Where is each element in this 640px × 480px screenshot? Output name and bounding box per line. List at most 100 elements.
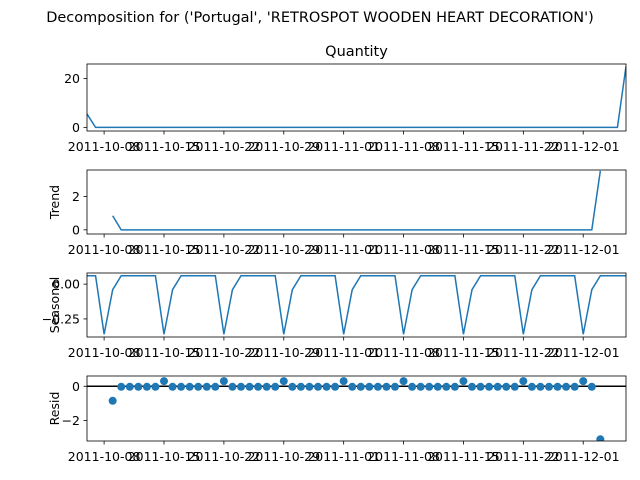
resid-point xyxy=(468,382,476,391)
x-tick-label: 2011-11-01 xyxy=(307,139,380,154)
y-tick-label: 20 xyxy=(64,71,80,86)
x-tick-label: 2011-11-15 xyxy=(427,449,500,464)
resid-point xyxy=(228,382,237,391)
y-tick-label: −2 xyxy=(62,413,80,428)
x-tick-label: 2011-10-29 xyxy=(247,139,320,154)
resid-point xyxy=(459,377,468,386)
resid-point xyxy=(416,382,425,391)
resid-point xyxy=(373,382,382,391)
y-axis-label: Trend xyxy=(47,185,62,220)
y-tick-label: 0.00 xyxy=(52,277,80,292)
x-tick-label: 2011-10-29 xyxy=(247,242,320,257)
x-tick-label: 2011-10-22 xyxy=(188,242,261,257)
x-tick-label: 2011-10-22 xyxy=(188,345,261,360)
x-tick-label: 2011-11-08 xyxy=(367,449,440,464)
y-tick-label: 2 xyxy=(72,189,80,204)
y-axis-label: Seasonal xyxy=(47,277,62,334)
resid-point xyxy=(493,382,502,391)
resid-point xyxy=(519,377,528,386)
x-tick-label: 2011-10-08 xyxy=(68,139,141,154)
resid-point xyxy=(125,382,134,391)
resid-point xyxy=(219,377,228,386)
resid-point xyxy=(296,382,305,391)
x-tick-label: 2011-12-01 xyxy=(547,242,620,257)
resid-point xyxy=(425,382,434,391)
axes-frame xyxy=(86,169,627,235)
resid-point xyxy=(570,382,579,391)
quantity-panel: Quantity0202011-10-082011-10-152011-10-2… xyxy=(64,44,627,154)
resid-point xyxy=(433,382,442,391)
resid-point xyxy=(339,377,348,386)
x-tick-label: 2011-11-15 xyxy=(427,242,500,257)
resid-panel: 0 −2 2011-10-082011-10-152011-10-222011-10… xyxy=(47,375,627,464)
x-tick-label: 2011-10-29 xyxy=(247,345,320,360)
x-tick-label: 2011-10-08 xyxy=(68,449,141,464)
axes-frame xyxy=(86,63,627,132)
x-tick-label: 2011-12-01 xyxy=(547,449,620,464)
x-tick-label: 2011-11-01 xyxy=(307,449,380,464)
x-tick-label: 2011-11-15 xyxy=(427,345,500,360)
resid-point xyxy=(262,382,271,391)
x-tick-label: 2011-12-01 xyxy=(547,139,620,154)
x-tick-label: 2011-11-22 xyxy=(487,139,560,154)
x-tick-label: 2011-10-08 xyxy=(68,345,141,360)
resid-point xyxy=(168,382,177,391)
x-tick-label: 2011-10-22 xyxy=(188,449,261,464)
resid-point xyxy=(382,382,391,391)
resid-point xyxy=(527,382,536,391)
resid-point xyxy=(271,382,280,391)
resid-point xyxy=(562,382,571,391)
x-tick-label: 2011-10-15 xyxy=(128,345,201,360)
seasonal-series-line xyxy=(87,275,626,335)
resid-point xyxy=(485,382,494,391)
x-tick-label: 2011-11-01 xyxy=(307,242,380,257)
resid-point xyxy=(288,382,297,391)
trend-series-line xyxy=(112,170,602,231)
resid-point xyxy=(185,382,194,391)
resid-point xyxy=(545,382,553,391)
x-tick-label: 2011-11-15 xyxy=(427,139,500,154)
resid-point xyxy=(254,382,263,391)
resid-point xyxy=(476,382,485,391)
trend-panel: 0 2 2011-10-082011-10-152011-10-222011-10-… xyxy=(47,169,627,257)
x-tick-label: 2011-10-22 xyxy=(188,139,261,154)
resid-point xyxy=(305,382,314,391)
x-tick-label: 2011-11-22 xyxy=(487,242,560,257)
x-tick-label: 2011-10-29 xyxy=(247,449,320,464)
y-tick-label: 0 xyxy=(72,379,80,394)
y-axis-label: Resid xyxy=(47,392,62,426)
resid-point xyxy=(194,382,203,391)
x-tick-label: 2011-10-15 xyxy=(128,242,201,257)
x-tick-label: 2011-11-01 xyxy=(307,345,380,360)
resid-point xyxy=(399,377,408,386)
x-tick-label: 2011-10-15 xyxy=(128,139,201,154)
axes-frame xyxy=(86,375,627,442)
resid-point xyxy=(331,382,340,391)
x-tick-label: 2011-11-22 xyxy=(487,345,560,360)
quantity-series-line xyxy=(87,66,626,129)
resid-point xyxy=(596,435,605,441)
resid-point xyxy=(279,377,288,386)
resid-point xyxy=(134,382,143,391)
x-tick-label: 2011-11-08 xyxy=(367,139,440,154)
resid-point xyxy=(553,382,562,391)
resid-point xyxy=(211,382,220,391)
resid-point xyxy=(237,382,245,391)
seasonal-panel: 0.00−0.252011-10-082011-10-152011-10-222… xyxy=(42,272,627,360)
resid-point xyxy=(536,382,545,391)
panel-title: Quantity xyxy=(325,44,388,60)
resid-point xyxy=(322,382,331,391)
resid-point xyxy=(579,377,588,386)
resid-point xyxy=(450,382,459,391)
resid-point xyxy=(160,377,168,386)
x-tick-label: 2011-11-08 xyxy=(367,242,440,257)
x-tick-label: 2011-12-01 xyxy=(547,345,620,360)
x-tick-label: 2011-11-22 xyxy=(487,449,560,464)
resid-point xyxy=(502,382,511,391)
resid-point xyxy=(177,382,186,391)
resid-point xyxy=(391,382,399,391)
y-tick-label: −0.25 xyxy=(42,311,80,326)
resid-point xyxy=(108,396,117,405)
